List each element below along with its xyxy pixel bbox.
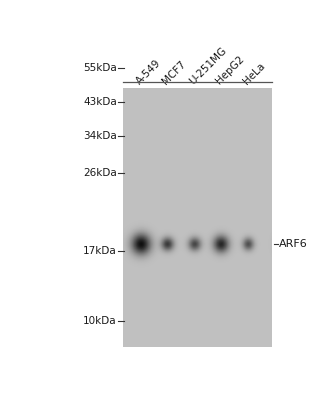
Text: 17kDa: 17kDa <box>83 246 117 256</box>
Text: U-251MG: U-251MG <box>188 45 228 86</box>
Bar <box>123 88 272 347</box>
Text: MCF7: MCF7 <box>161 59 188 86</box>
Text: 34kDa: 34kDa <box>83 131 117 141</box>
Text: A-549: A-549 <box>134 58 163 86</box>
Text: HeLa: HeLa <box>241 61 267 86</box>
Text: 55kDa: 55kDa <box>83 63 117 73</box>
Text: 43kDa: 43kDa <box>83 97 117 107</box>
Text: 26kDa: 26kDa <box>83 168 117 178</box>
Text: ARF6: ARF6 <box>279 238 308 248</box>
Text: HepG2: HepG2 <box>214 54 246 86</box>
Text: 10kDa: 10kDa <box>83 316 117 326</box>
